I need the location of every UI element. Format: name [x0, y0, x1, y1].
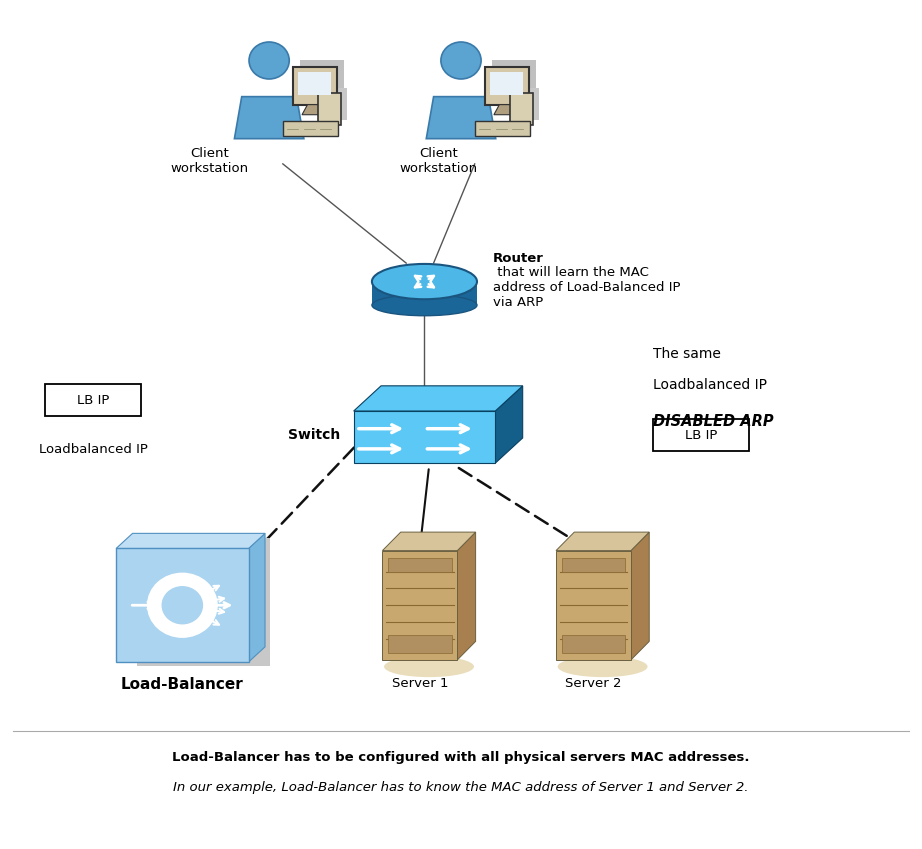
- Polygon shape: [302, 104, 327, 115]
- Circle shape: [162, 587, 203, 624]
- Polygon shape: [492, 60, 536, 98]
- Circle shape: [148, 573, 217, 638]
- Circle shape: [441, 42, 481, 79]
- Polygon shape: [234, 97, 304, 138]
- Text: Load-Balancer has to be configured with all physical servers MAC addresses.: Load-Balancer has to be configured with …: [172, 751, 750, 764]
- Text: LB IP: LB IP: [685, 429, 717, 442]
- Polygon shape: [494, 104, 519, 115]
- Polygon shape: [383, 551, 457, 660]
- Circle shape: [249, 42, 290, 79]
- Polygon shape: [556, 551, 631, 660]
- FancyBboxPatch shape: [475, 121, 529, 136]
- Polygon shape: [561, 635, 625, 653]
- Text: Client
workstation: Client workstation: [399, 147, 478, 175]
- Polygon shape: [116, 533, 265, 548]
- Polygon shape: [301, 60, 344, 98]
- Text: Loadbalanced IP: Loadbalanced IP: [39, 443, 148, 456]
- FancyBboxPatch shape: [299, 72, 331, 94]
- FancyBboxPatch shape: [485, 67, 528, 104]
- Polygon shape: [372, 282, 477, 305]
- Ellipse shape: [558, 656, 647, 678]
- Polygon shape: [116, 548, 249, 662]
- Polygon shape: [515, 87, 538, 120]
- Text: that will learn the MAC
address of Load-Balanced IP
via ARP: that will learn the MAC address of Load-…: [493, 267, 680, 309]
- Text: LB IP: LB IP: [77, 394, 110, 407]
- FancyBboxPatch shape: [45, 384, 141, 416]
- Text: Load-Balancer: Load-Balancer: [121, 677, 243, 692]
- Text: Server 2: Server 2: [565, 677, 621, 689]
- Text: Client
workstation: Client workstation: [171, 147, 249, 175]
- FancyBboxPatch shape: [653, 419, 749, 452]
- FancyBboxPatch shape: [283, 121, 337, 136]
- Polygon shape: [561, 558, 625, 571]
- FancyBboxPatch shape: [511, 93, 533, 125]
- FancyBboxPatch shape: [318, 93, 341, 125]
- Text: Router: Router: [493, 252, 544, 265]
- Polygon shape: [495, 385, 523, 464]
- Text: Switch: Switch: [289, 429, 340, 442]
- Polygon shape: [383, 532, 476, 551]
- Text: DISABLED ARP: DISABLED ARP: [653, 414, 774, 430]
- FancyBboxPatch shape: [491, 72, 523, 94]
- Polygon shape: [388, 635, 452, 653]
- Ellipse shape: [372, 264, 477, 299]
- Text: Server 1: Server 1: [392, 677, 448, 689]
- Text: Loadbalanced IP: Loadbalanced IP: [653, 379, 767, 392]
- Ellipse shape: [384, 656, 474, 678]
- Polygon shape: [137, 537, 269, 666]
- Polygon shape: [457, 532, 476, 660]
- Text: In our example, Load-Balancer has to know the MAC address of Server 1 and Server: In our example, Load-Balancer has to kno…: [173, 781, 749, 794]
- Polygon shape: [354, 385, 523, 411]
- Ellipse shape: [372, 295, 477, 316]
- Text: The same: The same: [653, 347, 721, 362]
- Polygon shape: [631, 532, 649, 660]
- Polygon shape: [556, 532, 649, 551]
- Polygon shape: [354, 411, 495, 464]
- FancyBboxPatch shape: [293, 67, 337, 104]
- Polygon shape: [249, 533, 265, 662]
- Polygon shape: [426, 97, 496, 138]
- Polygon shape: [388, 558, 452, 571]
- Polygon shape: [324, 87, 347, 120]
